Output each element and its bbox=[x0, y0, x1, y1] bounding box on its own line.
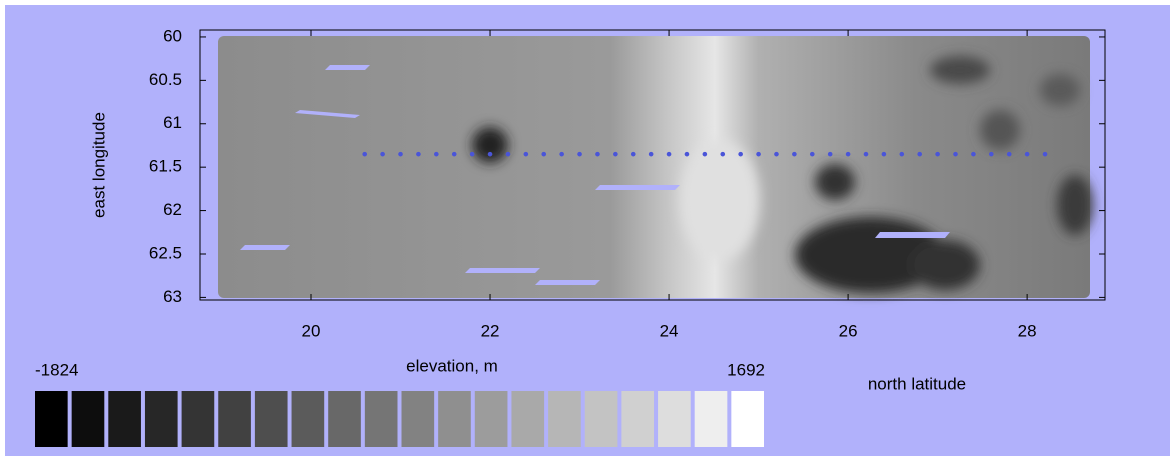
y-tick-label: 60.5 bbox=[149, 70, 182, 89]
colorbar-swatch bbox=[474, 391, 508, 447]
colorbar-swatch bbox=[511, 391, 545, 447]
track-point bbox=[792, 151, 797, 157]
track-point bbox=[971, 151, 976, 157]
track-point bbox=[1006, 151, 1012, 157]
track-point bbox=[577, 151, 582, 157]
track-point bbox=[756, 151, 761, 157]
colorbar-swatch bbox=[254, 391, 288, 447]
colorbar-swatch bbox=[35, 391, 68, 447]
track-point bbox=[451, 151, 457, 157]
colorbar-swatch bbox=[438, 391, 471, 447]
track-point bbox=[881, 151, 887, 157]
track-point bbox=[1042, 151, 1048, 157]
x-tick-label: 28 bbox=[1018, 321, 1037, 340]
track-point bbox=[666, 151, 672, 157]
track-point bbox=[434, 151, 439, 157]
track-point bbox=[774, 151, 779, 157]
track-point bbox=[505, 151, 511, 157]
track-point bbox=[989, 151, 994, 157]
track-point bbox=[380, 151, 385, 157]
track-point bbox=[416, 151, 421, 157]
y-tick-label: 61 bbox=[163, 113, 182, 132]
colorbar-max: 1692 bbox=[727, 360, 765, 379]
colorbar-swatch bbox=[181, 391, 215, 447]
track-point bbox=[684, 151, 690, 157]
track-point bbox=[362, 151, 368, 157]
x-tick-label: 24 bbox=[660, 321, 679, 340]
track-point bbox=[487, 151, 493, 157]
track-point bbox=[953, 151, 958, 157]
track-point bbox=[899, 151, 905, 157]
colorbar-swatch bbox=[108, 391, 141, 447]
track-point bbox=[702, 151, 708, 157]
terrain-features bbox=[472, 56, 1093, 293]
track-point bbox=[845, 151, 851, 157]
y-tick-label: 62 bbox=[163, 200, 182, 219]
track-point bbox=[809, 151, 815, 157]
track-point bbox=[935, 151, 940, 157]
colorbar-swatch bbox=[401, 391, 435, 447]
colorbar-swatch bbox=[364, 391, 398, 447]
colorbar-swatch bbox=[731, 391, 764, 447]
colorbar-swatch bbox=[144, 391, 178, 447]
y-tick-label: 61.5 bbox=[149, 157, 182, 176]
track-point bbox=[595, 151, 600, 157]
colorbar-label: elevation, m bbox=[406, 356, 498, 375]
x-tick-label: 26 bbox=[839, 321, 858, 340]
colorbar-swatch bbox=[584, 391, 618, 447]
track-point bbox=[648, 151, 654, 157]
colorbar-swatch bbox=[218, 391, 251, 447]
track-point bbox=[630, 151, 636, 157]
colorbar-swatch bbox=[291, 391, 325, 447]
y-axis-label: east longitude bbox=[89, 112, 108, 218]
track-point bbox=[917, 151, 923, 157]
track-point bbox=[720, 151, 726, 157]
track-point bbox=[863, 151, 869, 157]
x-tick-label: 22 bbox=[481, 321, 500, 340]
colorbar-swatch bbox=[548, 391, 581, 447]
colorbar-swatch bbox=[621, 391, 655, 447]
data-gaps bbox=[240, 65, 1060, 304]
colorbar-swatch bbox=[694, 391, 728, 447]
y-tick-label: 63 bbox=[163, 287, 182, 306]
colorbar-swatch bbox=[71, 391, 105, 447]
x-tick-label: 20 bbox=[302, 321, 321, 340]
track-point bbox=[469, 151, 475, 157]
plot-frame bbox=[199, 29, 1106, 301]
track-point bbox=[541, 151, 547, 157]
track-point bbox=[738, 151, 743, 157]
colorbar-swatch bbox=[328, 391, 361, 447]
heatmap bbox=[218, 36, 1093, 304]
track-point bbox=[613, 151, 618, 157]
track-point bbox=[559, 151, 564, 157]
track-point bbox=[523, 151, 529, 157]
y-tick-label: 62.5 bbox=[149, 243, 182, 262]
y-tick-label: 60 bbox=[163, 26, 182, 45]
track-point bbox=[827, 151, 833, 157]
colorbar-swatch bbox=[658, 391, 691, 447]
track bbox=[362, 151, 1048, 157]
x-axis-label: north latitude bbox=[868, 374, 966, 393]
track-point bbox=[1024, 151, 1030, 157]
colorbar-min: -1824 bbox=[35, 360, 78, 379]
track-point bbox=[398, 151, 403, 157]
